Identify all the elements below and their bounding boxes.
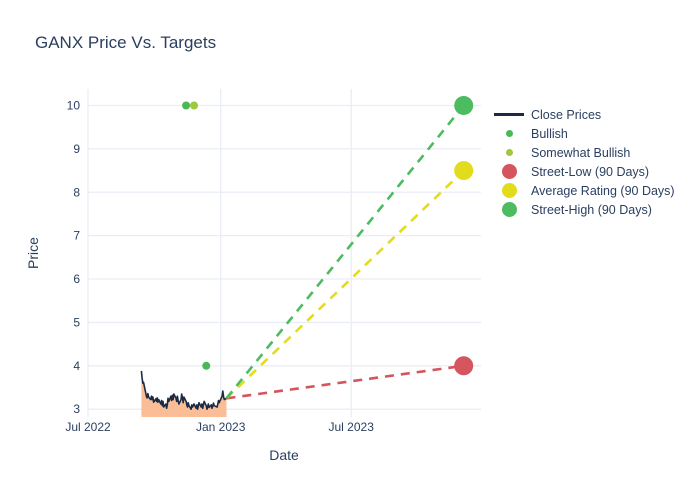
target-marker-street-low[interactable] — [454, 356, 474, 376]
target-marker-street-high[interactable] — [454, 95, 474, 115]
x-tick-label: Jul 2022 — [65, 420, 111, 434]
y-tick-label: 7 — [73, 229, 80, 243]
y-tick-label: 4 — [73, 359, 80, 373]
rating-marker-bullish[interactable] — [202, 361, 211, 370]
x-tick-label: Jul 2023 — [329, 420, 375, 434]
rating-marker-bullish[interactable] — [182, 101, 191, 110]
dot-swatch — [505, 149, 513, 156]
legend-item-street-high-90-days[interactable]: Street-High (90 Days) — [492, 200, 675, 219]
legend-item-label: Close Prices — [531, 107, 602, 122]
legend-item-label: Street-Low (90 Days) — [531, 164, 650, 179]
y-axis-label: Price — [25, 237, 41, 269]
legend-dot-icon — [492, 149, 526, 156]
legend-line-icon — [492, 113, 526, 116]
legend-dot-icon — [492, 130, 526, 137]
legend-item-label: Bullish — [531, 126, 568, 141]
legend-dot-icon — [492, 202, 526, 217]
target-line-street-low[interactable] — [226, 364, 464, 400]
chart-title: GANX Price Vs. Targets — [35, 33, 217, 52]
legend-item-street-low-90-days[interactable]: Street-Low (90 Days) — [492, 162, 675, 181]
y-tick-label: 8 — [73, 185, 80, 199]
legend-item-close-prices[interactable]: Close Prices — [492, 105, 675, 124]
close-price-line[interactable] — [140, 370, 227, 410]
x-tick-label: Jan 2023 — [196, 420, 246, 434]
x-axis-label: Date — [269, 447, 299, 463]
line-swatch — [494, 113, 524, 116]
target-line-average-rating[interactable] — [225, 169, 465, 400]
y-tick-label: 10 — [67, 98, 81, 112]
y-tick-label: 6 — [73, 272, 80, 286]
legend-item-label: Average Rating (90 Days) — [531, 183, 675, 198]
y-tick-label: 5 — [73, 315, 80, 329]
legend-dot-icon — [492, 183, 526, 198]
target-marker-average-rating[interactable] — [454, 161, 474, 181]
legend-item-bullish[interactable]: Bullish — [492, 124, 675, 143]
legend-dot-icon — [492, 164, 526, 179]
legend-item-label: Somewhat Bullish — [531, 145, 631, 160]
legend-item-label: Street-High (90 Days) — [531, 202, 652, 217]
dot-swatch — [501, 164, 517, 179]
rating-marker-somewhat-bullish[interactable] — [190, 101, 199, 110]
legend: Close Prices Bullish Somewhat Bullish Stree… — [492, 105, 675, 219]
dot-swatch — [501, 202, 517, 217]
dot-swatch — [501, 183, 517, 198]
y-tick-label: 3 — [73, 402, 80, 416]
legend-item-average-rating-90-days[interactable]: Average Rating (90 Days) — [492, 181, 675, 200]
dot-swatch — [505, 130, 513, 137]
legend-item-somewhat-bullish[interactable]: Somewhat Bullish — [492, 143, 675, 162]
y-tick-label: 9 — [73, 142, 80, 156]
close-area-fill — [141, 371, 227, 417]
